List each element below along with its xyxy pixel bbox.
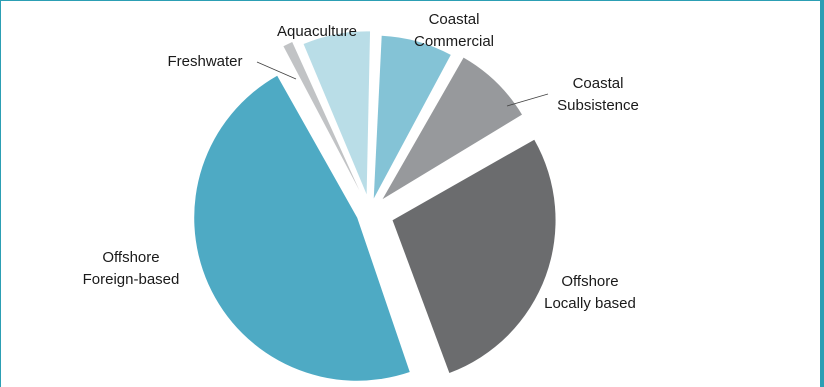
slice-label-line: Coastal — [429, 11, 480, 28]
pie-slices — [194, 31, 556, 381]
pie-slice-offshore-locally-based — [392, 139, 556, 373]
pie-slice-coastal-subsistence — [382, 57, 522, 200]
pie-slice-aquaculture — [303, 31, 371, 195]
slice-label-coastal-commercial: Coastal Commercial — [414, 11, 494, 50]
slice-label-line: Freshwater — [167, 53, 242, 70]
slice-label-offshore-foreign-based: Offshore Foreign-based — [83, 249, 180, 288]
slice-label-line: Commercial — [414, 33, 494, 50]
chart-frame-right-edge — [820, 0, 824, 387]
slice-label-aquaculture: Aquaculture — [277, 23, 357, 40]
leader-lines — [256, 61, 549, 107]
slice-labels: Coastal Commercial Coastal Subsistence Offsh… — [83, 11, 639, 312]
slice-label-line: Offshore — [102, 249, 159, 266]
leader-line-coastal-subsistence — [506, 93, 549, 107]
slice-label-offshore-locally-based: Offshore Locally based — [544, 273, 636, 312]
pie-slice-offshore-foreign-based — [194, 75, 410, 381]
slice-label-line: Locally based — [544, 295, 636, 312]
slice-label-line: Coastal — [573, 75, 624, 92]
slice-label-line: Offshore — [561, 273, 618, 290]
leader-line-freshwater — [256, 61, 297, 80]
slice-label-line: Foreign-based — [83, 271, 180, 288]
pie-slice-freshwater — [283, 41, 360, 191]
slice-label-coastal-subsistence: Coastal Subsistence — [557, 75, 639, 114]
pie-slice-coastal-commercial — [373, 35, 451, 199]
slice-label-line: Subsistence — [557, 97, 639, 114]
slice-label-freshwater: Freshwater — [167, 53, 242, 70]
slice-label-line: Aquaculture — [277, 23, 357, 40]
